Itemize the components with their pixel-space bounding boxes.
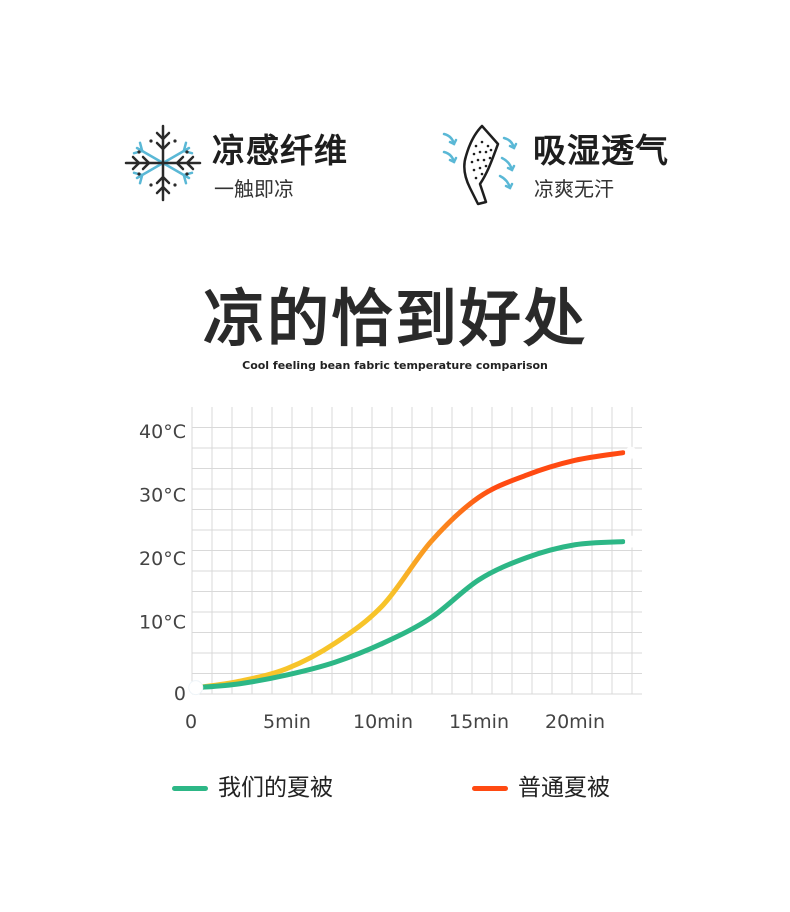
legend-item-ours: 我们的夏被	[172, 774, 333, 802]
y-tick-label: 0	[174, 683, 186, 705]
y-tick-label: 20°C	[139, 548, 186, 570]
feature-title: 吸湿透气	[533, 131, 669, 170]
x-tick-label: 15min	[449, 711, 509, 733]
y-tick-label: 40°C	[139, 421, 186, 443]
y-tick-label: 30°C	[139, 485, 186, 507]
feature-subtitle: 一触即凉	[214, 177, 294, 201]
breathable-fabric-icon	[440, 122, 526, 206]
series-line-ours	[194, 539, 626, 691]
temperature-chart: 0 10°C 20°C 30°C 40°C 0 5min 10min 15min 20min	[139, 407, 642, 733]
feature-subtitle: 凉爽无汗	[534, 177, 614, 201]
series-line-ordinary	[194, 450, 626, 691]
x-tick-label: 20min	[545, 711, 605, 733]
x-tick-label: 0	[185, 711, 197, 733]
page-subtitle: Cool feeling bean fabric temperature com…	[242, 359, 548, 372]
y-tick-label: 10°C	[139, 612, 186, 634]
origin-point	[188, 680, 204, 696]
snowflake-icon	[124, 124, 202, 202]
legend-label: 我们的夏被	[218, 775, 333, 801]
series-end-point	[625, 535, 637, 548]
legend-swatch	[472, 785, 508, 791]
series-end-point	[625, 446, 637, 459]
legend-item-ordinary: 普通夏被	[472, 774, 610, 802]
x-tick-label: 10min	[353, 711, 413, 733]
page-title: 凉的恰到好处	[202, 282, 587, 355]
legend-label: 普通夏被	[518, 775, 610, 801]
x-tick-label: 5min	[263, 711, 311, 733]
legend-swatch	[172, 785, 208, 791]
feature-title: 凉感纤维	[212, 131, 348, 170]
